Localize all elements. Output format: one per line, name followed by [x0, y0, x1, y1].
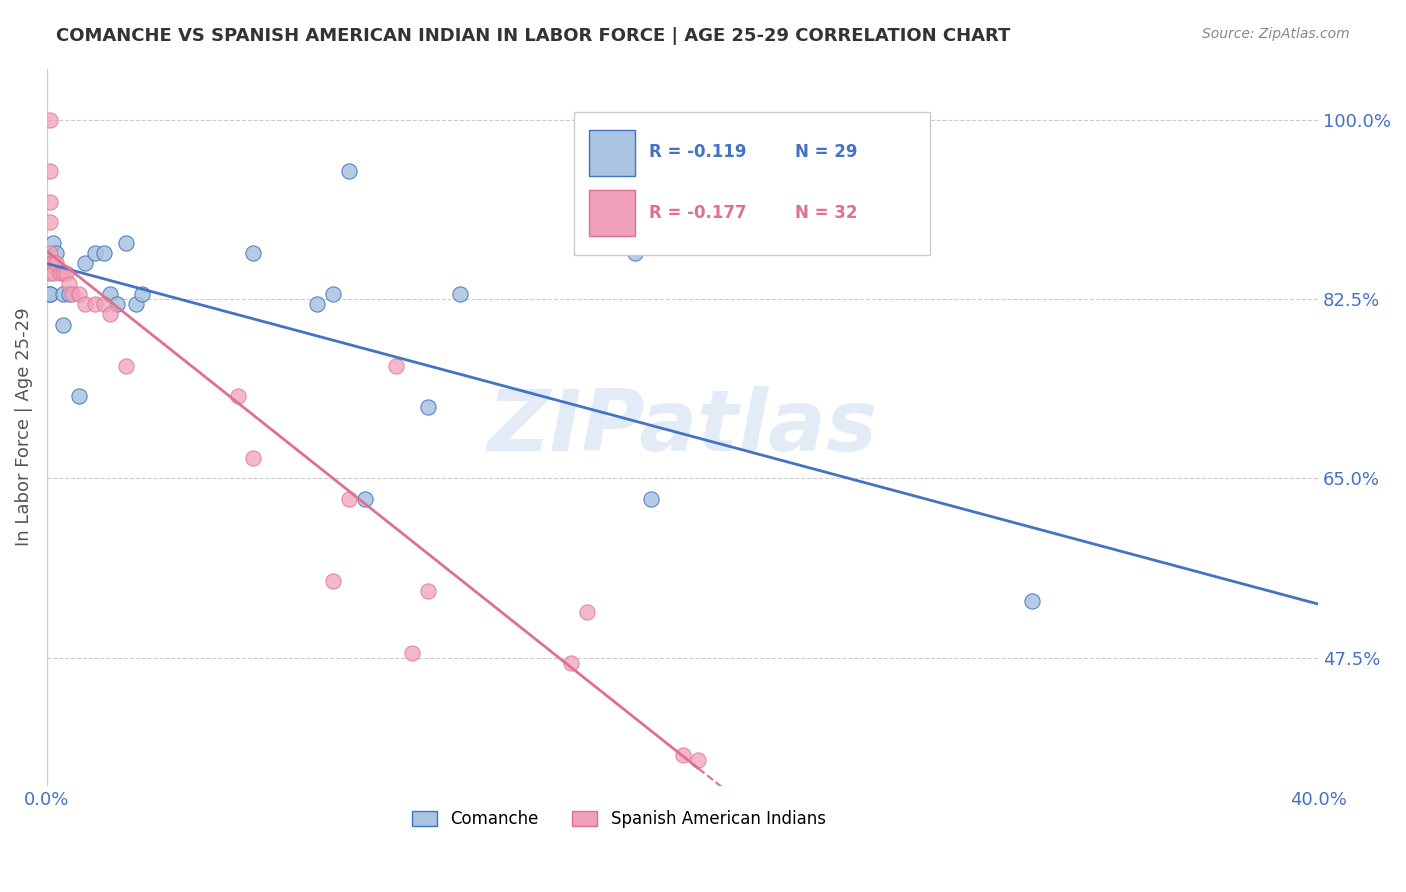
Point	[42, 256, 65, 270]
Point	[115, 359, 138, 373]
Point	[125, 297, 148, 311]
Text: COMANCHE VS SPANISH AMERICAN INDIAN IN LABOR FORCE | AGE 25-29 CORRELATION CHART: COMANCHE VS SPANISH AMERICAN INDIAN IN L…	[56, 27, 1011, 45]
Point	[45, 246, 67, 260]
Point	[353, 491, 375, 506]
Point	[576, 605, 599, 619]
Point	[93, 246, 115, 260]
Point	[83, 297, 105, 311]
Point	[131, 287, 153, 301]
Point	[58, 277, 80, 291]
Point	[305, 297, 328, 311]
Point	[73, 256, 96, 270]
Text: ZIPatlas: ZIPatlas	[488, 385, 877, 468]
Point	[52, 267, 75, 281]
Point	[418, 400, 440, 414]
Point	[100, 308, 122, 322]
Point	[640, 491, 662, 506]
Point	[39, 215, 62, 229]
Point	[52, 318, 75, 332]
Point	[83, 246, 105, 260]
Text: Source: ZipAtlas.com: Source: ZipAtlas.com	[1202, 27, 1350, 41]
Point	[226, 389, 249, 403]
Point	[67, 287, 90, 301]
Y-axis label: In Labor Force | Age 25-29: In Labor Force | Age 25-29	[15, 308, 32, 547]
Point	[671, 747, 693, 762]
Point	[105, 297, 128, 311]
Point	[242, 450, 264, 465]
Point	[322, 287, 344, 301]
Point	[39, 256, 62, 270]
Point	[337, 491, 360, 506]
Point	[39, 112, 62, 127]
Point	[385, 359, 408, 373]
Point	[624, 246, 647, 260]
Point	[242, 246, 264, 260]
Point	[39, 256, 62, 270]
Legend: Comanche, Spanish American Indians: Comanche, Spanish American Indians	[405, 804, 832, 835]
Point	[115, 235, 138, 250]
Point	[45, 256, 67, 270]
Point	[688, 753, 710, 767]
Point	[42, 235, 65, 250]
Point	[93, 297, 115, 311]
Point	[39, 164, 62, 178]
Point	[1021, 594, 1043, 608]
Point	[73, 297, 96, 311]
Point	[48, 267, 70, 281]
Point	[322, 574, 344, 588]
Point	[52, 287, 75, 301]
Point	[42, 267, 65, 281]
Point	[100, 287, 122, 301]
Point	[39, 267, 62, 281]
Point	[60, 287, 83, 301]
Point	[418, 584, 440, 599]
Point	[55, 267, 77, 281]
Point	[39, 246, 62, 260]
Point	[58, 287, 80, 301]
Point	[560, 656, 582, 670]
Point	[39, 287, 62, 301]
Point	[42, 256, 65, 270]
Point	[39, 287, 62, 301]
Point	[39, 194, 62, 209]
Point	[449, 287, 471, 301]
Point	[401, 646, 423, 660]
Point	[67, 389, 90, 403]
Point	[337, 164, 360, 178]
